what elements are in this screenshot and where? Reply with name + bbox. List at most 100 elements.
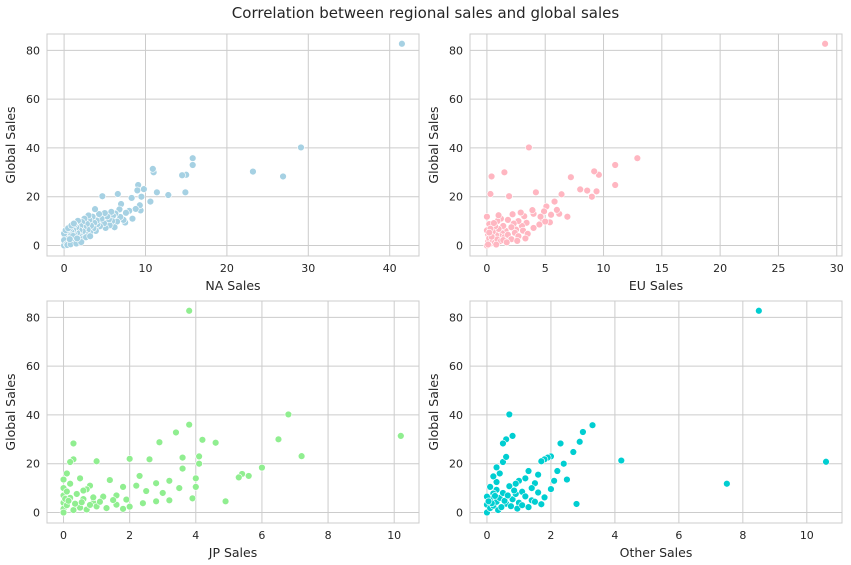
y-tick-label: 20 — [26, 458, 40, 471]
y-tick-label: 60 — [449, 360, 463, 373]
data-point — [98, 192, 107, 200]
data-point — [507, 223, 516, 231]
data-point — [159, 489, 167, 497]
data-point — [102, 504, 111, 512]
x-tick-label: 15 — [655, 262, 669, 275]
data-point — [152, 479, 160, 487]
data-point — [66, 235, 74, 243]
data-point — [563, 475, 571, 484]
data-point — [633, 154, 642, 162]
data-point — [153, 188, 161, 197]
data-point — [592, 187, 601, 196]
x-tick-label: 30 — [301, 262, 315, 275]
y-tick-label: 40 — [26, 409, 40, 422]
x-tick-label: 8 — [739, 529, 746, 542]
data-point — [122, 209, 130, 217]
data-point — [106, 476, 114, 484]
x-tick-label: 10 — [387, 529, 401, 542]
y-tick-label: 40 — [449, 409, 463, 422]
data-point — [492, 240, 500, 249]
data-point — [503, 238, 511, 247]
x-tick-label: 0 — [483, 529, 490, 542]
data-point — [397, 432, 405, 440]
x-tick-label: 0 — [483, 262, 490, 275]
data-point — [518, 501, 526, 509]
data-point — [89, 493, 97, 502]
data-point — [553, 206, 561, 214]
data-point — [297, 143, 305, 152]
data-point — [245, 472, 253, 480]
data-point — [297, 452, 306, 460]
data-point — [560, 460, 568, 468]
data-point — [507, 502, 515, 510]
plot-frame — [46, 300, 420, 524]
x-tick-label: 5 — [542, 262, 549, 275]
data-point — [531, 498, 539, 506]
y-tick-label: 80 — [449, 44, 463, 57]
data-point — [588, 421, 597, 429]
data-point — [63, 469, 71, 478]
data-point — [822, 458, 830, 466]
data-point — [484, 497, 493, 505]
data-point — [132, 205, 140, 213]
x-tick-label: 10 — [800, 529, 814, 542]
data-point — [195, 460, 203, 468]
data-point — [496, 469, 504, 478]
data-point — [73, 234, 81, 243]
data-point — [499, 439, 507, 448]
figure-title: Correlation between regional sales and g… — [231, 4, 620, 22]
data-point — [550, 477, 558, 485]
data-point — [137, 193, 146, 201]
data-point — [79, 486, 88, 495]
data-point — [119, 505, 127, 513]
data-point — [611, 181, 619, 189]
data-point — [524, 467, 533, 475]
data-point — [70, 219, 78, 228]
data-point — [92, 457, 101, 465]
data-point — [133, 186, 142, 195]
data-point — [142, 487, 150, 495]
data-point — [155, 438, 164, 446]
data-point — [486, 190, 495, 198]
data-point — [486, 483, 494, 491]
y-tick-label: 0 — [33, 240, 40, 253]
subplot-1: 0 10 20 30 40 0 20 40 60 80 NA Sales Global Sales — [3, 33, 420, 293]
data-point — [535, 220, 544, 229]
data-point — [114, 190, 122, 198]
data-point — [497, 503, 506, 511]
data-point — [64, 497, 73, 505]
y-tick-label: 20 — [449, 458, 463, 471]
data-point — [128, 214, 137, 223]
data-point — [95, 210, 103, 218]
data-point — [485, 228, 493, 237]
y-tick-label: 0 — [456, 507, 463, 520]
data-point — [517, 208, 525, 217]
plot-frame — [46, 33, 420, 257]
data-point — [192, 483, 200, 491]
data-point — [66, 458, 74, 466]
data-point — [235, 473, 243, 482]
y-tick-label: 60 — [26, 93, 40, 106]
data-point — [78, 498, 86, 506]
data-point — [132, 481, 140, 490]
x-tick-label: 25 — [771, 262, 785, 275]
data-point — [492, 478, 501, 486]
data-point — [274, 435, 283, 444]
data-point — [528, 484, 536, 492]
data-point — [755, 307, 763, 315]
data-point — [536, 213, 545, 221]
subplot-4: 0 2 4 6 8 10 0 20 40 60 80 Other Sales Global Sales — [426, 300, 843, 560]
data-point — [221, 497, 230, 505]
data-point — [557, 190, 566, 198]
data-point — [540, 207, 548, 216]
data-point — [66, 480, 74, 488]
data-point — [189, 161, 197, 169]
x-tick-label: 20 — [220, 262, 234, 275]
data-point — [553, 467, 562, 475]
data-point — [258, 463, 266, 472]
x-axis-label: JP Sales — [208, 545, 257, 560]
data-point — [491, 492, 499, 500]
x-tick-label: 6 — [675, 529, 682, 542]
data-point — [529, 224, 538, 232]
